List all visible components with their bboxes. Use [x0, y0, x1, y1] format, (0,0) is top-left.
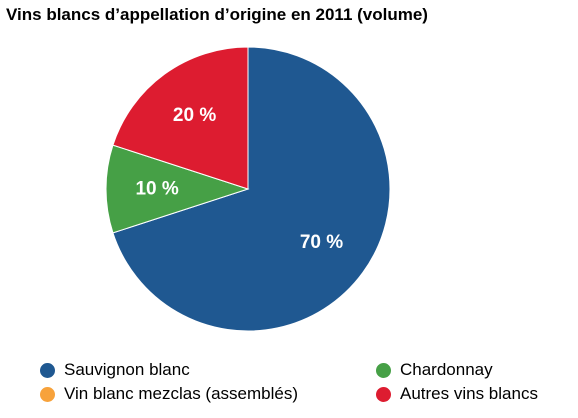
slice-label-2: 10 %: [135, 179, 178, 200]
slice-label-0: 70 %: [300, 232, 343, 253]
pie-slice-3: [112, 46, 249, 190]
slice-label-3: 20 %: [173, 105, 216, 126]
pie-slice-2: [105, 144, 250, 234]
pie-slice-0: [112, 46, 391, 332]
chart-title: Vins blancs d’appellation d’origine en 2…: [6, 5, 428, 24]
